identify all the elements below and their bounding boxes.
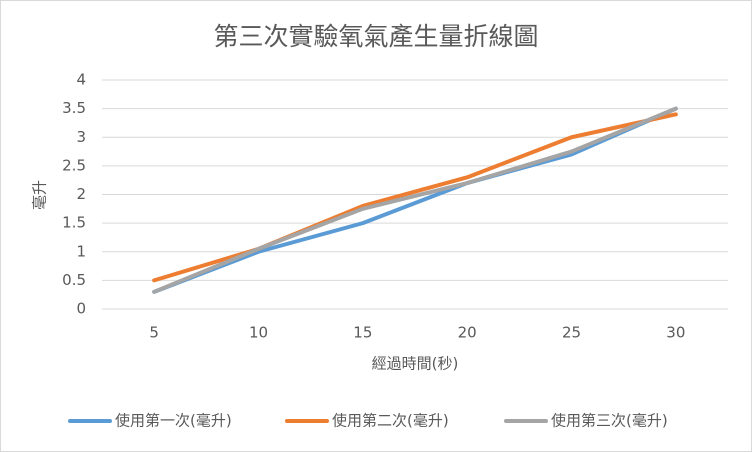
chart-title: 第三次實驗氧氣產生量折線圖 xyxy=(213,22,538,51)
data-line xyxy=(152,106,678,294)
x-tick-label: 15 xyxy=(353,324,372,342)
x-tick-label: 25 xyxy=(562,324,581,342)
y-tick-label: 0 xyxy=(76,300,86,318)
y-tick-label: 3.5 xyxy=(62,99,86,117)
data-line xyxy=(152,106,678,294)
y-tick-label: 1 xyxy=(76,242,86,260)
y-tick-label: 4 xyxy=(76,71,86,89)
y-tick-label: 1.5 xyxy=(62,214,86,232)
y-tick-label: 2.5 xyxy=(62,156,86,174)
y-tick-label: 2 xyxy=(76,185,86,203)
x-tick-label: 10 xyxy=(249,324,268,342)
x-tick-label: 30 xyxy=(666,324,685,342)
x-tick-label: 20 xyxy=(458,324,477,342)
x-axis-label: 經過時間(秒) xyxy=(372,355,459,373)
legend-label: 使用第三次(毫升) xyxy=(551,412,668,430)
y-tick-label: 3 xyxy=(76,128,86,146)
y-tick-label: 0.5 xyxy=(62,271,86,289)
x-tick-label: 5 xyxy=(149,324,159,342)
legend-label: 使用第一次(毫升) xyxy=(115,412,232,430)
legend-label: 使用第二次(毫升) xyxy=(332,412,449,430)
y-axis-label: 毫升 xyxy=(31,180,49,210)
